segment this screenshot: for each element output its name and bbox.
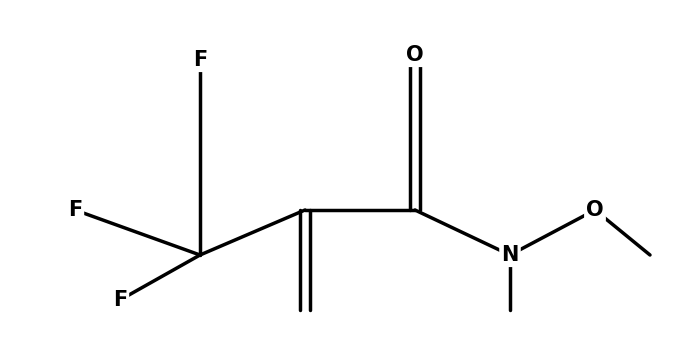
- Text: O: O: [406, 45, 424, 65]
- Text: F: F: [113, 290, 127, 310]
- Text: F: F: [193, 50, 207, 70]
- Text: O: O: [586, 200, 604, 220]
- Text: F: F: [68, 200, 82, 220]
- Text: N: N: [501, 245, 519, 265]
